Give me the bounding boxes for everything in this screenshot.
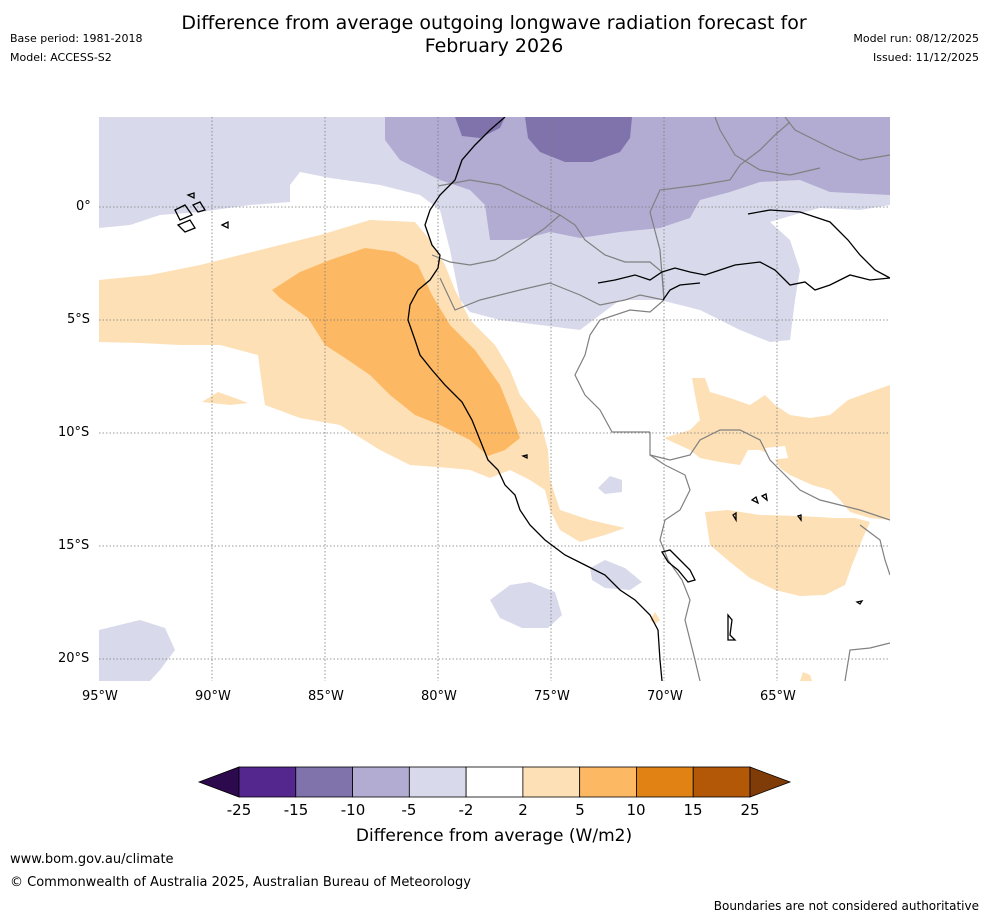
colorbar-tick: -2 (458, 801, 474, 819)
colorbar-segment (579, 766, 637, 798)
chart-title: Difference from average outgoing longwav… (0, 12, 988, 58)
olr-anomaly-minus5-patch-4 (598, 476, 622, 494)
colorbar-tick: 2 (518, 801, 528, 819)
website-link[interactable]: www.bom.gov.au/climate (10, 852, 174, 867)
olr-anomaly-plus2-region-southeast (705, 510, 870, 596)
lon-label-70w: 70°W (647, 689, 683, 704)
olr-anomaly-plus2-patch-corner (800, 672, 812, 681)
olr-anomaly-minus10-region (385, 117, 890, 240)
olr-anomaly-plus2-region-west (99, 220, 625, 542)
copyright-notice: © Commonwealth of Australia 2025, Austra… (10, 875, 471, 890)
lat-label-0: 0° (76, 199, 91, 214)
lon-label-75w: 75°W (534, 689, 570, 704)
colorbar-extension-left (197, 766, 240, 798)
lon-label-65w: 65°W (760, 689, 796, 704)
colorbar-segment (692, 766, 751, 798)
lat-label-20s: 20°S (58, 651, 90, 666)
colorbar-segment (238, 766, 297, 798)
olr-neutral-hole (765, 446, 788, 460)
colorbar-segment (352, 766, 410, 798)
colorbar-segment (408, 766, 467, 798)
olr-anomaly-minus15-region-a (455, 117, 505, 138)
colorbar-tick: 10 (626, 801, 646, 819)
lat-label-15s: 15°S (58, 538, 90, 553)
olr-anomaly-plus2-patch (202, 392, 248, 405)
model-name: Model: ACCESS-S2 (10, 51, 112, 64)
gridlines (99, 117, 890, 681)
issued-date: Issued: 11/12/2025 (872, 51, 979, 64)
base-period: Base period: 1981-2018 (10, 32, 143, 45)
colorbar-tick: -10 (340, 801, 366, 819)
lon-label-85w: 85°W (308, 689, 344, 704)
title-line-1: Difference from average outgoing longwav… (181, 12, 807, 34)
colorbar-tick: -15 (283, 801, 309, 819)
olr-anomaly-minus5-patch-2 (490, 582, 562, 628)
lon-label-90w: 90°W (195, 689, 231, 704)
title-line-2: February 2026 (424, 35, 564, 57)
colorbar-segment (636, 766, 694, 798)
model-run: Model run: 08/12/2025 (853, 32, 979, 45)
olr-anomaly-minus15-region-b (525, 117, 632, 162)
colorbar-segment (465, 766, 524, 798)
lon-label-80w: 80°W (421, 689, 457, 704)
colorbar (197, 766, 792, 798)
colorbar-tick: 25 (740, 801, 760, 819)
olr-anomaly-minus5-patch-3 (590, 560, 642, 590)
lat-label-10s: 10°S (58, 425, 90, 440)
lon-label-95w: 95°W (82, 689, 118, 704)
colorbar-title: Difference from average (W/m2) (355, 826, 633, 846)
colorbar-segment (522, 766, 581, 798)
country-borders (431, 117, 890, 681)
lat-label-5s: 5°S (67, 312, 91, 327)
olr-anomaly-minus5-patch-1 (99, 620, 175, 681)
colorbar-segment (295, 766, 353, 798)
colorbar-tick: -25 (226, 801, 252, 819)
map-area (99, 117, 890, 681)
boundaries-disclaimer: Boundaries are not considered authoritat… (713, 899, 979, 913)
coastlines (174, 117, 890, 681)
colorbar-tick: 15 (683, 801, 703, 819)
olr-anomaly-plus5-region (272, 248, 520, 456)
colorbar-extension-right (749, 766, 792, 798)
colorbar-tick: 5 (575, 801, 585, 819)
colorbar-tick: -5 (401, 801, 417, 819)
